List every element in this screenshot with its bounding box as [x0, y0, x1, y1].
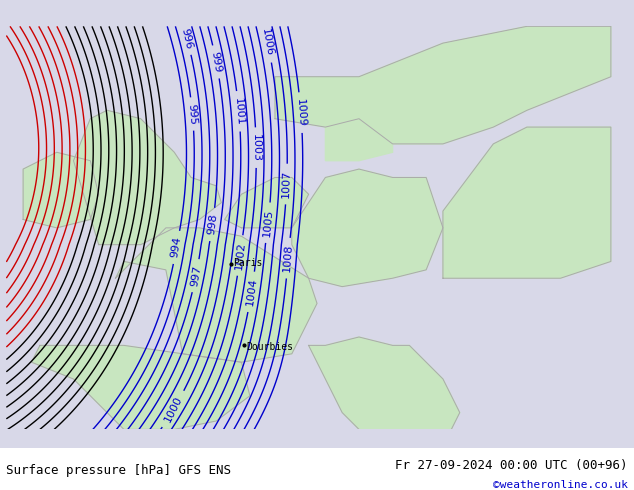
Polygon shape — [115, 228, 317, 362]
Polygon shape — [32, 345, 250, 429]
Text: 995: 995 — [186, 103, 198, 125]
Text: 998: 998 — [206, 213, 219, 236]
Text: Paris: Paris — [233, 258, 262, 269]
Text: ©weatheronline.co.uk: ©weatheronline.co.uk — [493, 480, 628, 490]
Polygon shape — [443, 127, 611, 278]
Polygon shape — [224, 177, 309, 228]
Text: 1006: 1006 — [260, 28, 275, 57]
Text: 1001: 1001 — [233, 97, 245, 125]
Polygon shape — [74, 110, 221, 245]
Polygon shape — [309, 337, 460, 455]
Text: 997: 997 — [189, 264, 203, 287]
Text: 1000: 1000 — [163, 394, 184, 424]
Text: 1009: 1009 — [295, 98, 307, 127]
Text: Fr 27-09-2024 00:00 UTC (00+96): Fr 27-09-2024 00:00 UTC (00+96) — [395, 459, 628, 472]
Polygon shape — [292, 169, 443, 287]
Polygon shape — [333, 362, 351, 396]
Text: Dourbies: Dourbies — [247, 342, 294, 352]
Polygon shape — [275, 26, 611, 144]
Text: 1008: 1008 — [282, 244, 294, 272]
Text: 1004: 1004 — [245, 277, 258, 306]
Text: 1002: 1002 — [234, 241, 247, 270]
Polygon shape — [23, 152, 99, 228]
Text: 999: 999 — [210, 50, 223, 73]
Polygon shape — [325, 110, 392, 161]
Text: 994: 994 — [170, 236, 183, 259]
Text: 1007: 1007 — [281, 170, 292, 198]
Text: 1005: 1005 — [262, 208, 275, 237]
Text: 1003: 1003 — [251, 134, 261, 162]
Text: 996: 996 — [179, 27, 194, 50]
Text: Surface pressure [hPa] GFS ENS: Surface pressure [hPa] GFS ENS — [6, 464, 231, 477]
